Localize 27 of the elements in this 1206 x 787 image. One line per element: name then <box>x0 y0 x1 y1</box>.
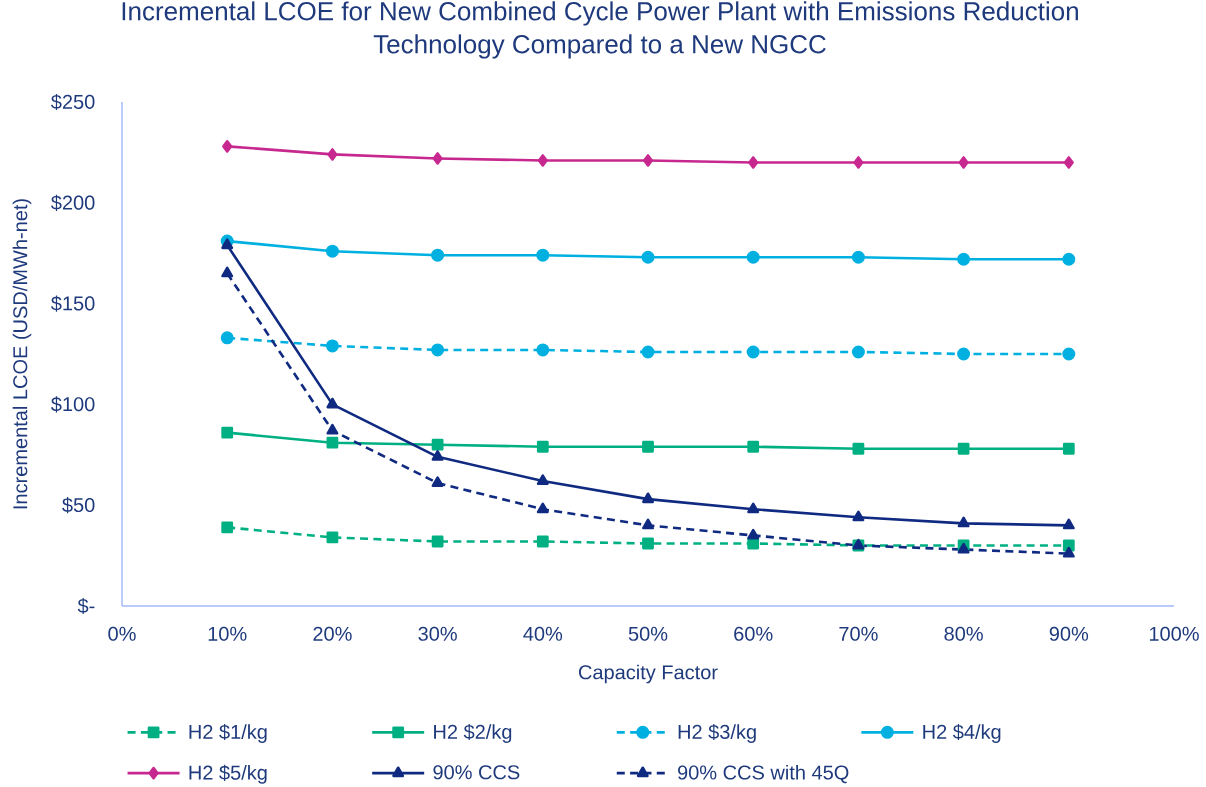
y-tick-label: $100 <box>51 396 95 413</box>
chart-title: Incremental LCOE for New Combined Cycle Power Plant with Emissions Reduction Technology Compared to a New NGCC <box>122 1 1078 59</box>
legend-label: 90% CCS with 45Q <box>678 764 849 784</box>
x-tick-label: 40% <box>523 626 563 641</box>
legend-label: H2 $5/kg <box>189 764 267 784</box>
y-tick-label: $150 <box>51 295 95 312</box>
x-tick-label: 100% <box>1149 626 1199 641</box>
x-tick-label: 20% <box>313 626 352 641</box>
legend-label: H2 $2/kg <box>434 723 512 743</box>
y-tick-label: $- <box>77 597 95 615</box>
y-tick-label: $50 <box>62 497 95 514</box>
y-axis-title: Incremental LCOE (USD/MWh-net) <box>12 199 32 509</box>
legend-label: 90% CCS <box>433 765 520 780</box>
x-axis-title: Capacity Factor <box>579 664 718 684</box>
x-tick-label: 50% <box>628 626 668 641</box>
x-tick-label: 70% <box>839 626 878 641</box>
x-tick-label: 30% <box>418 626 457 641</box>
x-tick-label: 60% <box>734 626 773 641</box>
x-tick-label: 10% <box>208 626 247 641</box>
x-tick-label: 80% <box>944 626 983 641</box>
legend-label: H2 $1/kg <box>189 723 267 743</box>
x-tick-label: 0% <box>108 626 136 641</box>
legend-label: H2 $3/kg <box>678 723 756 743</box>
x-tick-label: 90% <box>1049 626 1089 641</box>
legend-label: H2 $4/kg <box>923 723 1001 743</box>
y-tick-label: $200 <box>51 194 95 211</box>
y-tick-label: $250 <box>51 93 95 111</box>
